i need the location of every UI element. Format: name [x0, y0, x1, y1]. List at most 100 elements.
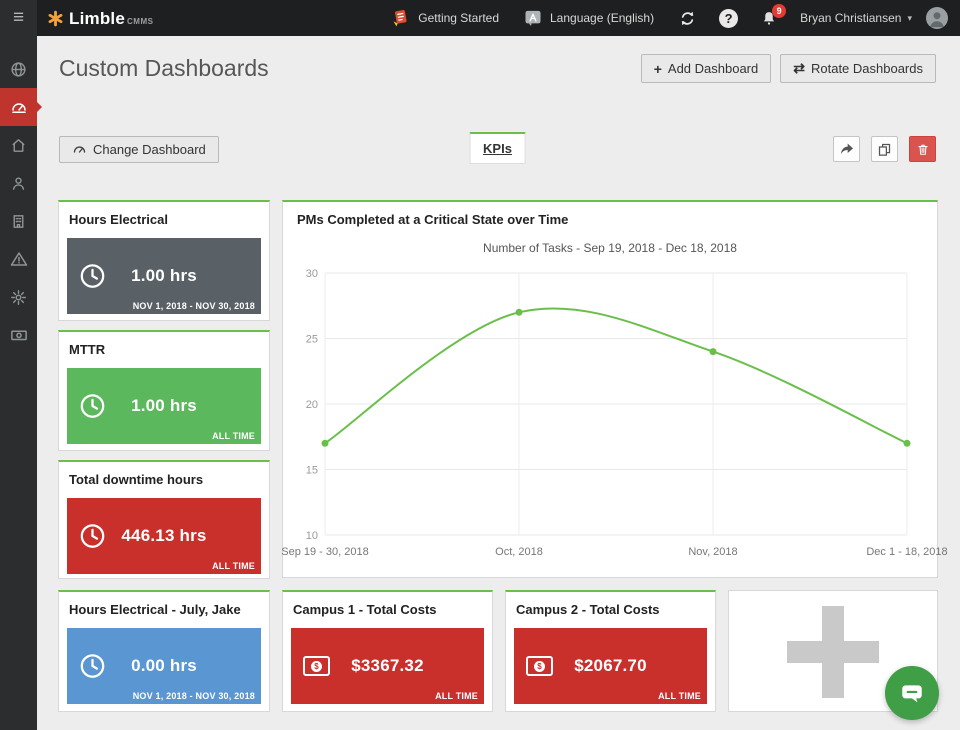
header-buttons: + Add Dashboard ⇄ Rotate Dashboards	[640, 54, 936, 83]
limble-logo-icon	[48, 10, 63, 26]
money-icon: $	[303, 656, 330, 676]
sidebar-item-problems[interactable]	[0, 240, 37, 278]
widget-value: 0.00 hrs	[131, 656, 197, 675]
help-icon: ?	[719, 8, 739, 28]
building-icon	[13, 214, 24, 228]
dashboard-toolbar: Change Dashboard KPIs	[59, 132, 936, 166]
add-dashboard-button[interactable]: + Add Dashboard	[640, 54, 772, 83]
dashboard-gauge-icon	[11, 103, 26, 113]
menu-toggle-button[interactable]: ≡	[0, 0, 37, 36]
svg-text:20: 20	[306, 399, 318, 411]
chart-title: PMs Completed at a Critical State over T…	[297, 212, 569, 227]
widget-value-box: 446.13 hrs ALL TIME	[67, 498, 261, 574]
help-button[interactable]: ?	[719, 8, 739, 28]
chat-icon	[902, 685, 922, 703]
notification-badge: 9	[772, 3, 787, 18]
widget-hours-electrical[interactable]: Hours Electrical 1.00 hrs NOV 1, 2018 - …	[58, 200, 270, 321]
svg-text:Nov, 2018: Nov, 2018	[688, 546, 737, 558]
refresh-button[interactable]	[678, 9, 697, 28]
clock-icon	[79, 263, 106, 290]
language-icon	[525, 10, 541, 26]
sidebar-item-dashboards[interactable]	[0, 88, 37, 126]
widget-title: Total downtime hours	[69, 472, 204, 487]
chat-launcher-button[interactable]	[885, 666, 939, 720]
change-dashboard-button[interactable]: Change Dashboard	[59, 136, 219, 163]
rotate-dashboards-button[interactable]: ⇄ Rotate Dashboards	[780, 54, 936, 83]
sidebar-item-settings[interactable]	[0, 278, 37, 316]
widget-mttr[interactable]: MTTR 1.00 hrs ALL TIME	[58, 330, 270, 451]
rotate-icon: ⇄	[793, 60, 805, 76]
hamburger-icon: ≡	[12, 7, 25, 28]
brand-logo[interactable]: Limble CMMS	[47, 10, 153, 27]
widget-value: 1.00 hrs	[131, 266, 197, 285]
widget-total-downtime[interactable]: Total downtime hours 446.13 hrs ALL TIME	[58, 460, 270, 579]
getting-started-icon	[393, 10, 407, 27]
notifications-button[interactable]: 9	[760, 3, 787, 28]
brand-name: Limble	[69, 8, 125, 28]
user-icon	[12, 176, 25, 190]
svg-text:Dec 1 - 18, 2018: Dec 1 - 18, 2018	[866, 546, 947, 558]
widget-pms-critical-chart[interactable]: PMs Completed at a Critical State over T…	[281, 200, 948, 578]
gear-icon	[11, 289, 26, 305]
chart-subtitle: Number of Tasks - Sep 19, 2018 - Dec 18,…	[483, 241, 737, 255]
brand-suffix: CMMS	[127, 16, 154, 26]
share-dashboard-button[interactable]	[833, 136, 860, 162]
getting-started-label: Getting Started	[418, 11, 499, 25]
widget-campus1-total-costs[interactable]: Campus 1 - Total Costs $ $3367.32 ALL TI…	[282, 590, 493, 712]
delete-dashboard-button[interactable]	[909, 136, 936, 162]
widget-period: ALL TIME	[212, 561, 255, 571]
user-menu[interactable]: Bryan Christiansen ▾	[800, 11, 912, 25]
getting-started-link[interactable]: Getting Started	[391, 8, 499, 28]
money-icon	[10, 330, 27, 341]
topbar: ≡ Limble CMMS Getting Started	[0, 0, 960, 36]
widget-value: 446.13 hrs	[121, 526, 207, 545]
copy-dashboard-button[interactable]	[871, 136, 898, 162]
toolbar-actions	[833, 136, 936, 162]
page-title: Custom Dashboards	[59, 55, 269, 81]
widget-title: MTTR	[69, 342, 106, 357]
widget-title: Hours Electrical	[69, 212, 168, 227]
sidebar-item-home[interactable]	[0, 126, 37, 164]
widget-title: Campus 2 - Total Costs	[516, 602, 660, 617]
svg-text:15: 15	[306, 465, 318, 477]
svg-text:Oct, 2018: Oct, 2018	[495, 546, 543, 558]
refresh-icon	[681, 11, 694, 25]
plus-icon: +	[653, 60, 662, 77]
widget-period: ALL TIME	[435, 691, 478, 701]
user-name: Bryan Christiansen	[800, 11, 902, 25]
widget-period: NOV 1, 2018 - NOV 30, 2018	[132, 691, 255, 701]
share-icon	[840, 143, 853, 155]
warning-icon	[10, 252, 27, 266]
widget-hours-electrical-july-jake[interactable]: Hours Electrical - July, Jake 0.00 hrs N…	[58, 590, 270, 712]
page-header: Custom Dashboards + Add Dashboard ⇄ Rota…	[59, 54, 936, 83]
trash-icon	[917, 144, 928, 155]
line-chart: 10 15 20 25 30 Sep 19 - 30, 2018 Oct, 2018 Nov,…	[281, 268, 947, 558]
widget-value-box: $ $3367.32 ALL TIME	[291, 628, 484, 704]
avatar[interactable]	[926, 7, 948, 29]
sidebar-item-assets[interactable]	[0, 202, 37, 240]
money-icon: $	[526, 656, 553, 676]
widget-value: $3367.32	[351, 656, 424, 675]
widget-value: 1.00 hrs	[131, 396, 197, 415]
svg-text:Sep 19 - 30, 2018: Sep 19 - 30, 2018	[281, 546, 368, 558]
widget-campus2-total-costs[interactable]: Campus 2 - Total Costs $ $2067.70 ALL TI…	[505, 590, 716, 712]
bell-icon	[763, 11, 775, 25]
clock-icon	[79, 653, 106, 680]
globe-icon	[11, 61, 26, 77]
widget-value-box: 0.00 hrs NOV 1, 2018 - NOV 30, 2018	[67, 628, 261, 704]
main-content: Custom Dashboards + Add Dashboard ⇄ Rota…	[37, 36, 960, 730]
widget-title: Campus 1 - Total Costs	[293, 602, 437, 617]
tab-kpis[interactable]: KPIs	[469, 132, 526, 164]
sidebar-item-users[interactable]	[0, 164, 37, 202]
language-selector[interactable]: Language (English)	[523, 8, 654, 28]
language-label: Language (English)	[550, 11, 655, 25]
widget-period: ALL TIME	[212, 431, 255, 441]
clock-icon	[79, 393, 106, 420]
widget-period: ALL TIME	[658, 691, 701, 701]
widget-period: NOV 1, 2018 - NOV 30, 2018	[132, 301, 255, 311]
svg-text:25: 25	[306, 334, 318, 346]
widget-value: $2067.70	[574, 656, 647, 675]
avatar-person-icon	[930, 12, 944, 28]
sidebar-item-billing[interactable]	[0, 316, 37, 354]
sidebar-item-global[interactable]	[0, 50, 37, 88]
